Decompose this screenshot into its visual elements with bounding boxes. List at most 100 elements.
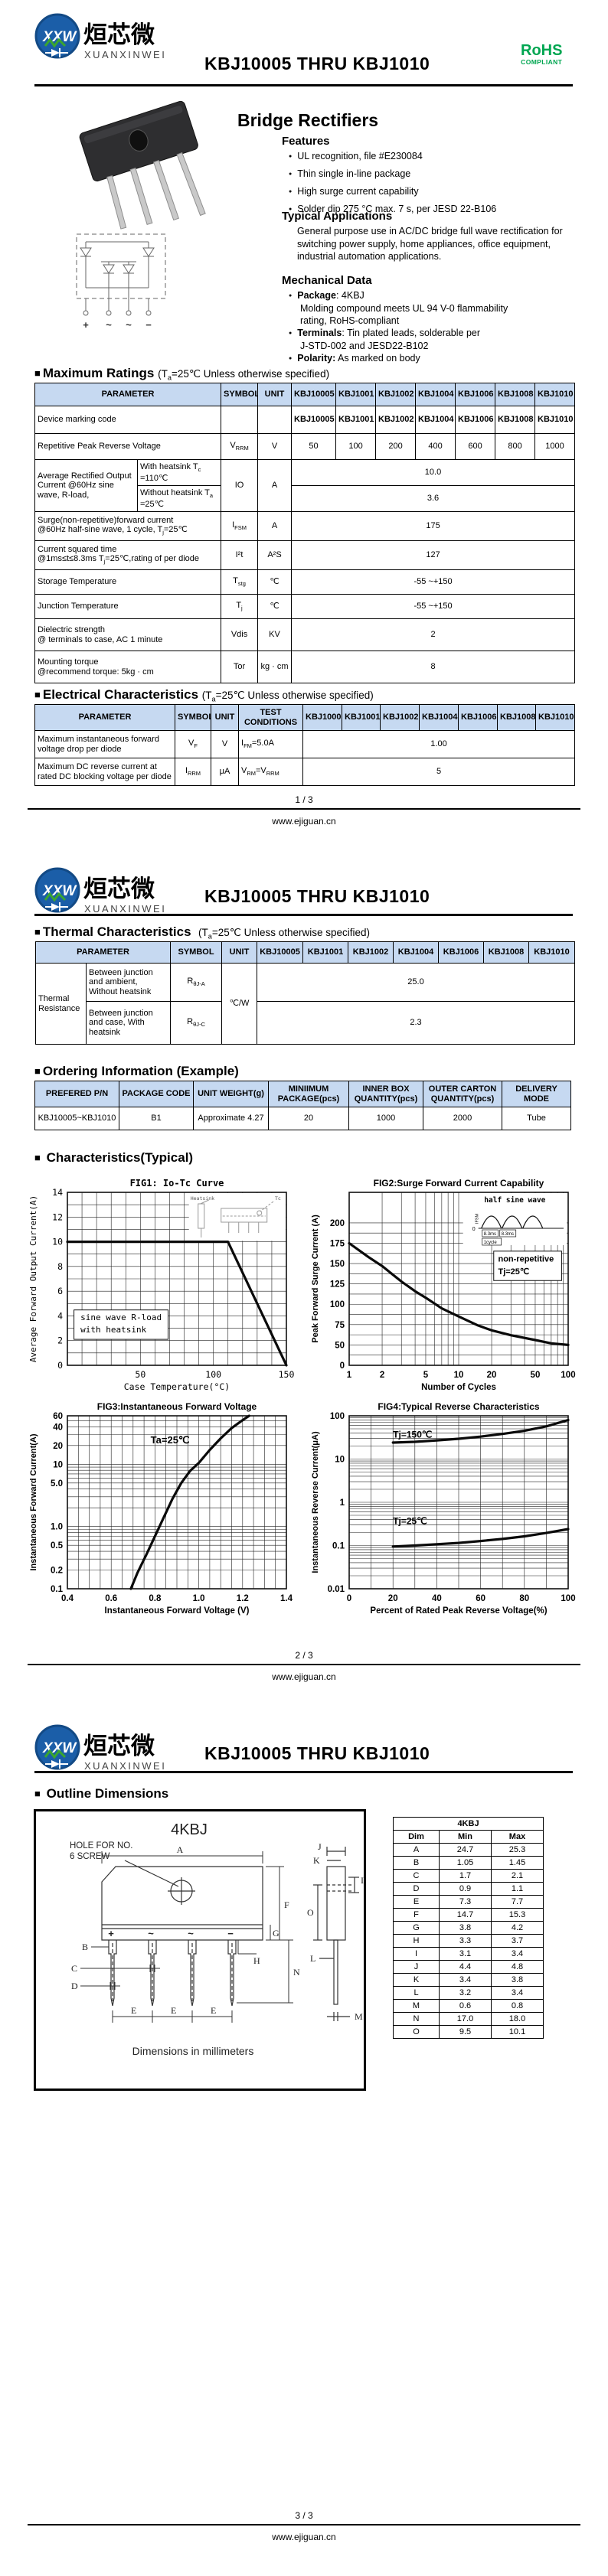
list-item: J-STD-002 and JESD22-B102 [300,341,429,351]
table-row: Maximum instantaneous forward voltage dr… [34,730,575,758]
list-item: ● Polarity: As marked on body [289,353,420,364]
bullet-icon: ● [289,207,293,212]
header-cell: KBJ1006 [438,941,485,964]
svg-text:Case Temperature(°C): Case Temperature(°C) [124,1381,230,1392]
list-item: ● High surge current capability [289,186,419,197]
header-cell: KBJ1008 [495,383,536,406]
dim-label: F [284,1899,289,1910]
table-row: PARAMETER SYMBOL UNIT TEST CONDITIONS KB… [34,704,575,731]
svg-text:烜芯微: 烜芯微 [83,1733,155,1760]
table-row: L 3.2 3.4 [393,1986,544,2000]
svg-text:Tj=25℃: Tj=25℃ [393,1515,427,1526]
cell: KBJ10005~KBJ1010 [34,1107,119,1130]
svg-text:200: 200 [330,1219,345,1228]
svg-text:2: 2 [380,1371,384,1380]
cell: 10.1 [490,2025,544,2039]
cell: A²S [257,540,293,570]
header-cell: UNIT [257,383,293,406]
header-cell: INNER BOX QUANTITY(pcs) [348,1081,423,1107]
cell: 3.4 [490,1947,544,1961]
cell: -55 ~+150 [291,569,576,595]
logo-mark-icon: XXW 烜芯微 XUANXINWEI [34,1724,165,1772]
cell: Tor [221,651,259,683]
cell: KV [257,618,293,651]
section-heading-thermal: ■ Thermal Characteristics (Ta=25℃ Unless … [34,924,371,941]
table-row: PARAMETER SYMBOL UNIT KBJ10005 KBJ1001 K… [34,383,576,406]
cell: Junction Temperature [34,594,222,619]
header-cell: SYMBOL [221,383,259,406]
cell: 3.8 [490,1973,544,1987]
svg-text:40: 40 [53,1423,63,1432]
svg-text:14: 14 [52,1187,63,1198]
svg-text:2: 2 [57,1335,63,1346]
svg-text:10: 10 [52,1237,63,1247]
header-cell: KBJ1001 [335,383,377,406]
header-cell: DELIVERY MODE [502,1081,571,1107]
cell: 175 [291,511,576,541]
cell: IRRM [175,758,211,786]
bullet-icon: ● [289,331,293,336]
cell: Repetitive Peak Reverse Voltage [34,433,222,460]
cell: A [393,1843,440,1857]
square-marker-icon: ■ [34,689,41,700]
table-row: Current squared time @1ms≤t≤8.3ms Tj=25℃,… [34,540,576,570]
svg-text:0.2: 0.2 [51,1567,63,1576]
cell: 3.6 [291,485,576,512]
svg-text:8.3ms: 8.3ms [502,1232,514,1237]
header-cell: MINIIMUM PACKAGE(pcs) [268,1081,349,1107]
cell: 2 [291,618,576,651]
header-rule [34,1771,573,1773]
company-logo: XXW 烜芯微 XUANXINWEI [34,1722,211,1778]
cell: Maximum DC reverse current at rated DC b… [34,758,175,786]
thermal-characteristics-table: PARAMETER SYMBOL UNIT KBJ10005 KBJ1001 K… [34,941,576,1045]
cell: 24.7 [439,1843,492,1857]
header-cell: KBJ1006 [455,383,496,406]
cell: ℃ [257,569,293,595]
dim-label: G [273,1928,279,1939]
applications-text: General purpose use in AC/DC bridge full… [297,226,563,262]
page-number: 2 / 3 [295,1650,313,1661]
dim-label: C [71,1963,77,1974]
header-cell: PREFERED P/N [34,1081,119,1107]
svg-text:6: 6 [57,1286,63,1296]
header-cell: TEST CONDITIONS [238,704,303,731]
table-row: Maximum DC reverse current at rated DC b… [34,758,575,786]
cell: Tstg [221,569,259,595]
header-cell: KBJ10005 [257,941,304,964]
fig4-chart: 0 20 40 60 80 100 0.01 0.1 1 10 100 FIG4:Typical Re… [309,1400,579,1622]
cell: 17.0 [439,2012,492,2026]
dim-label: E [211,2005,216,2016]
terminal-label: ~ [126,319,132,331]
svg-text:150: 150 [279,1369,295,1380]
cell: KBJ1010 [534,406,576,434]
cell: VRM=VRRM [238,758,303,786]
logo-name-en: XUANXINWEI [84,49,166,60]
table-row: K 3.4 3.8 [393,1973,544,1987]
svg-text:0.01: 0.01 [328,1585,345,1594]
cell: KBJ1004 [415,406,456,434]
list-item: ● Solder dip 275 °C max. 7 s, per JESD 22… [289,204,497,214]
cell: 4.8 [490,1960,544,1974]
dim-label: N [293,1967,300,1978]
svg-text:Ta=25℃: Ta=25℃ [151,1434,190,1446]
rohs-compliant-label: COMPLIANT [521,58,563,66]
cell: VF [175,730,211,758]
cell: A [257,511,293,541]
product-photo [67,96,217,240]
svg-text:40: 40 [432,1594,442,1603]
list-item: ● UL recognition, file #E230084 [289,151,423,161]
cell: With heatsink Tc =110℃ [136,459,222,486]
header-cell: KBJ1010 [535,704,575,731]
terminal-label: ~ [106,319,112,331]
dim-labels: A B C D E E E F G H N J K I O L M [71,1841,364,2022]
table-row: PARAMETER SYMBOL UNIT KBJ10005 KBJ1001 K… [34,941,576,964]
logo-name-zh: 烜芯微 [83,21,155,49]
svg-text:0.1: 0.1 [51,1585,64,1594]
svg-text:Number of Cycles: Number of Cycles [421,1383,496,1392]
svg-text:1.4: 1.4 [280,1594,293,1603]
svg-text:0.1: 0.1 [332,1542,345,1551]
table-row: Between junction and case, With heatsink… [36,1001,576,1045]
cell: Vdis [221,618,259,651]
package-name: 4KBJ [171,1821,208,1838]
logo-mark-icon: XXW 烜芯微 XUANXINWEI [34,867,165,915]
